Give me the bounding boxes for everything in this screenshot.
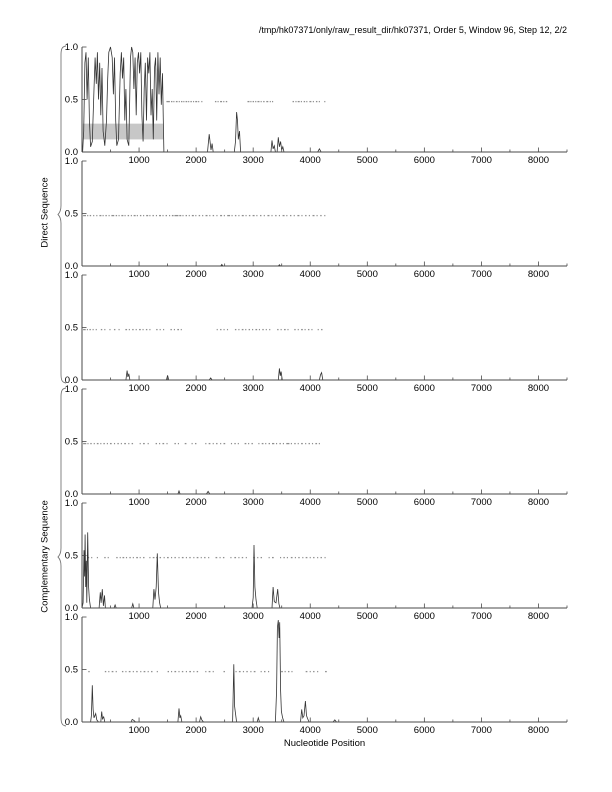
x-tick-label: 3000 — [243, 497, 264, 508]
x-tick-label: 3000 — [243, 155, 264, 166]
x-tick-label: 1000 — [128, 611, 149, 622]
y-tick-label: 0.5 — [65, 665, 78, 676]
x-tick-label: 8000 — [528, 611, 549, 622]
x-axis-title: Nucleotide Position — [283, 738, 366, 749]
x-tick-label: 2000 — [186, 725, 207, 736]
x-tick-label: 1000 — [128, 497, 149, 508]
panel-complementary-frame-2: 1000 2000 3000 4000 5000 6000 7000 8000 0.0 0.5 1.… — [65, 498, 568, 622]
score-curve — [82, 620, 562, 723]
x-tick-label: 8000 — [528, 155, 549, 166]
x-tick-label: 2000 — [186, 269, 207, 280]
x-tick-label: 1000 — [128, 725, 149, 736]
panel-direct-frame-1: 1000 2000 3000 4000 5000 6000 7000 8000 0.0 0.5 1.… — [65, 42, 568, 166]
y-tick-label: 0.0 — [65, 375, 78, 386]
y-tick-label: 0.5 — [65, 551, 78, 562]
x-tick-label: 7000 — [471, 725, 492, 736]
y-tick-label: 0.0 — [65, 147, 78, 158]
x-tick-label: 3000 — [243, 611, 264, 622]
y-tick-label: 1.0 — [65, 384, 78, 395]
panel-direct-frame-2: 1000 2000 3000 4000 5000 6000 7000 8000 0.0 0.5 1.… — [65, 156, 568, 280]
x-tick-label: 7000 — [471, 269, 492, 280]
y-tick-label: 1.0 — [65, 498, 78, 509]
x-tick-label: 6000 — [414, 725, 435, 736]
y-tick-label: 1.0 — [65, 612, 78, 623]
x-tick-label: 5000 — [357, 269, 378, 280]
x-tick-label: 6000 — [414, 269, 435, 280]
x-tick-label: 3000 — [243, 725, 264, 736]
x-tick-label: 2000 — [186, 155, 207, 166]
x-tick-label: 2000 — [186, 383, 207, 394]
y-tick-label: 1.0 — [65, 270, 78, 281]
x-tick-label: 2000 — [186, 497, 207, 508]
x-tick-label: 6000 — [414, 611, 435, 622]
x-tick-label: 3000 — [243, 269, 264, 280]
x-tick-label: 7000 — [471, 611, 492, 622]
x-tick-label: 8000 — [528, 383, 549, 394]
panel-direct-frame-3: 1000 2000 3000 4000 5000 6000 7000 8000 0.0 0.5 1.… — [65, 270, 568, 394]
x-tick-label: 1000 — [128, 155, 149, 166]
x-tick-label: 1000 — [128, 383, 149, 394]
x-tick-label: 5000 — [357, 383, 378, 394]
score-curve — [82, 368, 562, 381]
x-tick-label: 6000 — [414, 155, 435, 166]
x-tick-label: 3000 — [243, 383, 264, 394]
x-tick-label: 5000 — [357, 497, 378, 508]
x-tick-label: 5000 — [357, 155, 378, 166]
x-tick-label: 6000 — [414, 383, 435, 394]
y-tick-label: 1.0 — [65, 156, 78, 167]
y-tick-label: 0.0 — [65, 489, 78, 500]
x-tick-label: 2000 — [186, 611, 207, 622]
x-tick-label: 4000 — [300, 611, 321, 622]
x-tick-label: 6000 — [414, 497, 435, 508]
x-tick-label: 4000 — [300, 383, 321, 394]
x-tick-label: 4000 — [300, 497, 321, 508]
y-tick-label: 1.0 — [65, 42, 78, 53]
x-tick-label: 7000 — [471, 383, 492, 394]
y-tick-label: 0.5 — [65, 323, 78, 334]
x-tick-label: 1000 — [128, 269, 149, 280]
x-tick-label: 7000 — [471, 497, 492, 508]
x-tick-label: 4000 — [300, 725, 321, 736]
x-tick-label: 7000 — [471, 155, 492, 166]
x-tick-label: 4000 — [300, 155, 321, 166]
x-tick-label: 4000 — [300, 269, 321, 280]
figure-title: /tmp/hk07371/only/raw_result_dir/hk07371… — [258, 25, 567, 35]
y-tick-label: 0.0 — [65, 261, 78, 272]
y-tick-label: 0.5 — [65, 209, 78, 220]
y-tick-label: 0.5 — [65, 437, 78, 448]
x-tick-label: 8000 — [528, 725, 549, 736]
score-curve — [81, 532, 562, 609]
complementary-sequence-brace — [57, 387, 67, 727]
y-tick-label: 0.5 — [65, 95, 78, 106]
x-tick-label: 5000 — [357, 725, 378, 736]
x-tick-label: 8000 — [528, 269, 549, 280]
shaded-region — [82, 123, 164, 140]
panel-complementary-frame-1: 1000 2000 3000 4000 5000 6000 7000 8000 0.0 0.5 1.… — [65, 384, 568, 508]
direct-sequence-brace — [57, 45, 67, 384]
x-tick-label: 8000 — [528, 497, 549, 508]
y-tick-label: 0.0 — [65, 717, 78, 728]
x-tick-label: 5000 — [357, 611, 378, 622]
y-tick-label: 0.0 — [65, 603, 78, 614]
panel-complementary-frame-3: 1000 2000 3000 4000 5000 6000 7000 8000 0.0 0.5 1.… — [65, 612, 568, 736]
